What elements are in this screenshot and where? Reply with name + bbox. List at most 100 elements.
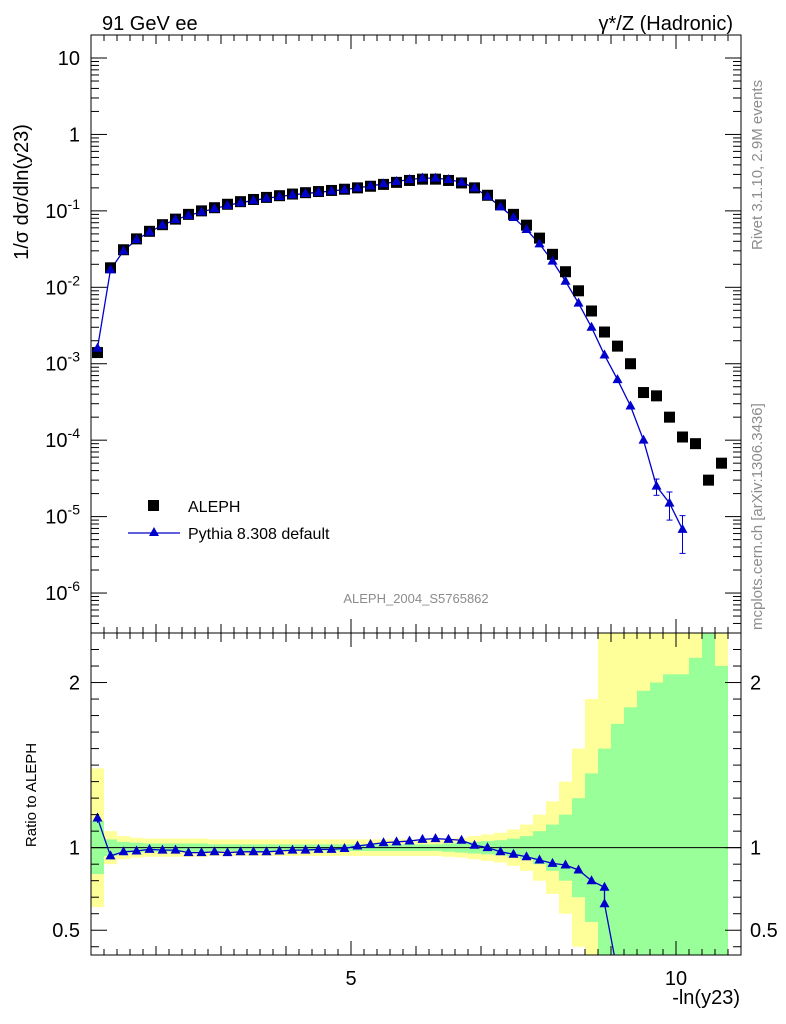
- ratio-point: [521, 851, 532, 861]
- pythia-point: [495, 201, 506, 211]
- ratio-point: [209, 846, 220, 856]
- uncertainty-band-green: [663, 674, 676, 955]
- ratio-point: [365, 838, 376, 848]
- ratio-point: [287, 844, 298, 854]
- analysis-label: ALEPH_2004_S5765862: [343, 591, 488, 606]
- pythia-line: [96, 177, 684, 530]
- aleph-point: [92, 347, 103, 359]
- pythia-point: [534, 238, 545, 248]
- legend-pythia-label: Pythia 8.308 default: [188, 526, 330, 543]
- uncertainty-band-green: [624, 707, 637, 955]
- aleph-point: [664, 411, 675, 423]
- pythia-point: [677, 523, 688, 533]
- main-y-tick-label: 10: [58, 48, 80, 70]
- ratio-point: [274, 845, 285, 855]
- ratio-point: [248, 846, 259, 856]
- legend-aleph-marker: [148, 500, 159, 511]
- pythia-point: [144, 226, 155, 236]
- pythia-point: [352, 182, 363, 192]
- pythia-point: [339, 184, 350, 194]
- uncertainty-band-green: [676, 674, 689, 955]
- aleph-point: [586, 305, 597, 317]
- pythia-point: [274, 191, 285, 201]
- uncertainty-band-green: [637, 690, 650, 955]
- pythia-point: [313, 186, 324, 196]
- ratio-point: [300, 844, 311, 854]
- pythia-point: [105, 264, 116, 274]
- legend-aleph-label: ALEPH: [188, 499, 240, 516]
- pythia-point: [651, 480, 662, 490]
- pythia-point: [638, 434, 649, 444]
- pythia-point: [157, 219, 168, 229]
- pythia-point: [235, 197, 246, 207]
- ratio-y-tick-label-right: 0.5: [750, 920, 778, 942]
- pythia-point: [573, 297, 584, 307]
- ratio-point: [391, 836, 402, 846]
- rivet-label: Rivet 3.1.10, 2.9M events: [749, 80, 766, 250]
- ratio-point: [183, 847, 194, 857]
- pythia-point: [612, 374, 623, 384]
- ratio-point: [313, 843, 324, 853]
- pythia-point: [625, 400, 636, 410]
- pythia-point: [365, 180, 376, 190]
- aleph-point: [599, 326, 610, 338]
- ratio-point: [131, 845, 142, 855]
- pythia-point: [508, 211, 519, 221]
- uncertainty-band-green: [598, 748, 611, 955]
- ratio-point: [222, 847, 233, 857]
- ratio-point: [443, 833, 454, 843]
- pythia-point: [469, 182, 480, 192]
- ratio-y-tick-label-right: 1: [750, 838, 761, 860]
- pythia-point: [183, 209, 194, 219]
- uncertainty-band-green: [702, 633, 715, 955]
- pythia-point: [599, 349, 610, 359]
- pythia-point: [170, 214, 181, 224]
- pythia-point: [287, 189, 298, 199]
- ratio-point: [534, 854, 545, 864]
- aleph-point: [625, 358, 636, 370]
- ratio-point: [417, 833, 428, 843]
- pythia-point: [326, 185, 337, 195]
- ratio-panel: 5 10 0.5 0.5 1 1 2 2: [52, 632, 778, 990]
- main-y-tick-label: 1: [69, 124, 80, 146]
- ratio-point: [586, 875, 597, 885]
- ratio-point: [352, 840, 363, 850]
- ratio-point: [326, 843, 337, 853]
- ratio-point: [573, 864, 584, 874]
- ratio-point: [547, 857, 558, 867]
- aleph-point: [651, 390, 662, 402]
- pythia-point: [547, 255, 558, 265]
- main-panel: 10-6 10-5 10-4 10-3 10-2 10-1 1 10: [45, 34, 742, 634]
- ratio-point: [482, 842, 493, 852]
- x-axis-title: -ln(y23): [672, 987, 740, 1009]
- pythia-point: [417, 172, 428, 182]
- aleph-point: [547, 248, 558, 260]
- ratio-point: [599, 898, 610, 908]
- aleph-point: [677, 431, 688, 443]
- pythia-point: [521, 224, 532, 234]
- ratio-point: [170, 844, 181, 854]
- pythia-point: [586, 321, 597, 331]
- pythia-point: [261, 192, 272, 202]
- main-y-tick-label: 10-6: [45, 578, 80, 605]
- ratio-point: [599, 881, 610, 891]
- ratio-y-tick-label-left: 0.5: [52, 920, 80, 942]
- ratio-point: [404, 835, 415, 845]
- pythia-point: [430, 172, 441, 182]
- pythia-point: [404, 174, 415, 184]
- aleph-point: [703, 474, 714, 486]
- main-y-axis-title-text: 1/σ dσ/dln(y23): [11, 124, 33, 260]
- pythia-point: [560, 275, 571, 285]
- ratio-point: [560, 859, 571, 869]
- pythia-point: [482, 190, 493, 200]
- ratio-point: [261, 846, 272, 856]
- main-y-tick-label: 10-4: [45, 425, 80, 452]
- main-y-tick-label: 10-2: [45, 272, 80, 299]
- ratio-y-tick-label-right: 2: [750, 673, 761, 695]
- main-y-axis-title: 1/σ dσ/dln(y23): [11, 124, 33, 260]
- ratio-point: [196, 847, 207, 857]
- aleph-point: [534, 232, 545, 244]
- aleph-point: [560, 266, 571, 278]
- main-y-tick-label: 10-5: [45, 502, 80, 529]
